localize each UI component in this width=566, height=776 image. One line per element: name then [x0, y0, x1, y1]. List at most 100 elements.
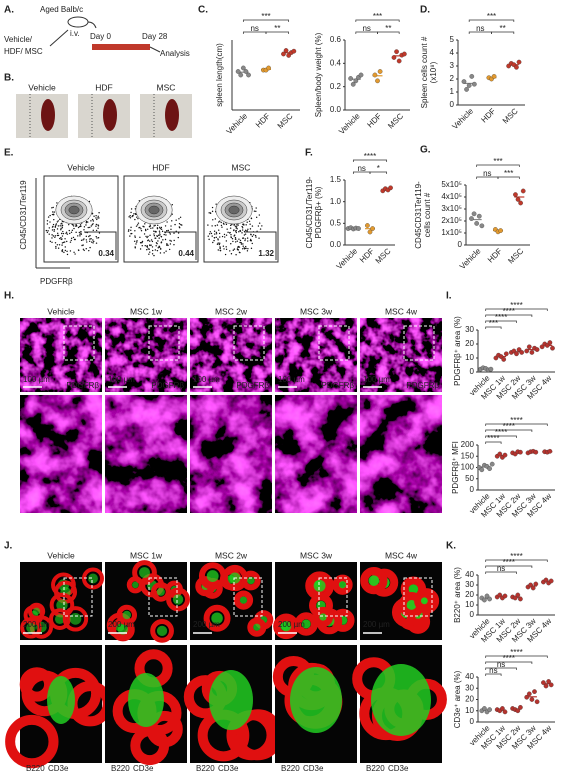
- event-dot: [254, 234, 257, 237]
- event-dot: [65, 231, 68, 233]
- event-dot: [88, 235, 90, 238]
- sig-bracket: [485, 308, 548, 311]
- event-dot: [234, 241, 237, 243]
- y-tick-label: 0.5: [330, 218, 342, 227]
- event-dot: [141, 242, 143, 244]
- scale-bar: 100 µm: [193, 375, 220, 384]
- event-dot: [78, 249, 80, 252]
- cd3e-region: [156, 625, 168, 637]
- gate-value: 0.44: [178, 249, 194, 258]
- sig-label: ****: [510, 648, 522, 657]
- x-tick-label: Vehicle: [458, 246, 483, 271]
- cd3e-region: [88, 573, 98, 584]
- event-dot: [160, 242, 162, 244]
- event-dot: [154, 237, 156, 239]
- sig-label: **: [500, 24, 506, 33]
- event-dot: [214, 225, 216, 227]
- sig-label: **: [274, 24, 280, 33]
- event-dot: [58, 244, 61, 246]
- x-tick-label: MSC: [501, 106, 520, 125]
- event-dot: [175, 219, 177, 221]
- event-dot: [177, 232, 180, 234]
- event-dot: [73, 227, 75, 230]
- data-dot: [547, 340, 553, 345]
- event-dot: [147, 248, 149, 250]
- event-dot: [86, 221, 89, 223]
- event-dot: [211, 206, 214, 209]
- data-dot: [529, 697, 535, 702]
- data-dot: [498, 228, 503, 233]
- event-dot: [208, 233, 211, 235]
- b220-region: [331, 608, 355, 632]
- event-dot: [178, 218, 180, 220]
- y-tick-label: 0.4: [330, 58, 342, 67]
- event-dot: [61, 249, 64, 251]
- event-dot: [56, 228, 59, 230]
- event-dot: [64, 249, 67, 252]
- x-tick-label: MSC: [374, 246, 393, 265]
- event-dot: [141, 244, 143, 247]
- stain-label: PDGFRβ: [66, 381, 99, 390]
- event-dot: [219, 249, 221, 252]
- event-dot: [159, 248, 162, 250]
- sig-label: ****: [503, 558, 515, 567]
- x-tick-label: HDF: [365, 111, 383, 129]
- event-dot: [64, 246, 66, 248]
- event-dot: [72, 236, 75, 239]
- sig-label: ns: [497, 564, 505, 573]
- y-tick-label: 4: [450, 48, 455, 57]
- event-dot: [153, 254, 155, 257]
- event-dot: [135, 243, 137, 245]
- event-dot: [162, 239, 164, 241]
- data-dot: [550, 345, 555, 351]
- event-dot: [236, 240, 239, 242]
- scale-bar: 200 µm: [193, 620, 220, 629]
- b220-region: [233, 590, 254, 610]
- event-dot: [55, 224, 57, 226]
- data-dot: [391, 55, 397, 60]
- y-axis-label: CD3e⁺ area (%): [453, 670, 462, 728]
- event-dot: [149, 244, 151, 246]
- event-dot: [60, 227, 62, 230]
- scale-bar: 100 µm: [108, 375, 135, 384]
- event-dot: [148, 225, 151, 228]
- event-dot: [69, 232, 71, 235]
- event-dot: [82, 244, 84, 246]
- event-dot: [65, 232, 67, 235]
- event-dot: [158, 237, 160, 239]
- data-dot: [469, 216, 474, 221]
- y-tick-label: 20: [465, 590, 474, 599]
- image-title: MSC 3w: [300, 550, 333, 560]
- data-dot: [503, 351, 509, 357]
- data-dot: [512, 595, 518, 601]
- event-dot: [56, 234, 59, 237]
- event-dot: [69, 241, 72, 243]
- scale-bar: 200 µm: [278, 620, 305, 629]
- event-dot: [137, 222, 140, 224]
- sig-label: ***: [504, 169, 513, 178]
- x-tick-label: HDF: [254, 111, 272, 129]
- y-tick-label: 20: [465, 695, 474, 704]
- event-dot: [225, 248, 228, 251]
- event-dot: [229, 224, 232, 227]
- event-dot: [208, 238, 210, 241]
- b220-region: [226, 710, 277, 761]
- event-dot: [86, 241, 88, 243]
- event-dot: [70, 239, 72, 242]
- event-dot: [155, 242, 158, 244]
- micrograph-zoom: [20, 395, 102, 513]
- event-dot: [54, 235, 57, 237]
- x-tick-label: Vehicle: [335, 246, 360, 271]
- event-dot: [157, 240, 159, 242]
- event-dot: [47, 216, 50, 218]
- sig-bracket: [485, 655, 548, 658]
- event-dot: [219, 220, 221, 222]
- data-dot: [238, 72, 244, 78]
- y-axis-label: spleen length(cm): [215, 43, 224, 107]
- event-dot: [237, 224, 239, 226]
- b220-region: [146, 710, 183, 748]
- sig-label: ****: [487, 434, 499, 443]
- event-dot: [79, 225, 81, 228]
- b220-region: [241, 570, 261, 591]
- event-dot: [244, 247, 246, 250]
